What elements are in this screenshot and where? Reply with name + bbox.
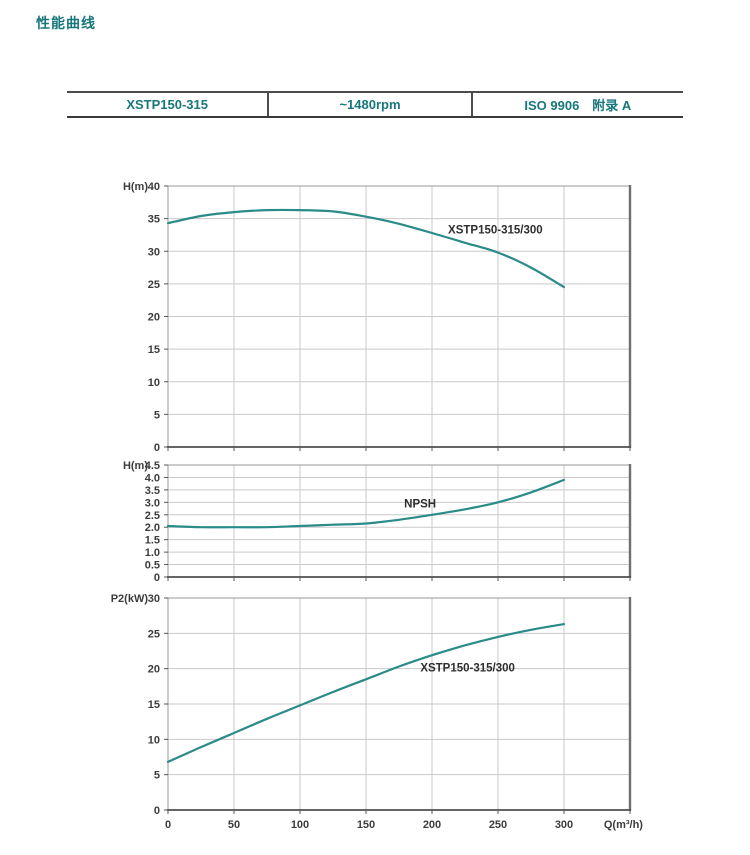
y-tick-label: 4.5	[145, 460, 160, 472]
y-tick-label: 0	[154, 442, 160, 454]
y-tick-label: 0	[154, 805, 160, 817]
spec-cell-model: XSTP150-315	[126, 97, 208, 112]
series-curve	[166, 623, 566, 763]
y-tick-label: 20	[148, 664, 160, 676]
curve-label: XSTP150-315/300	[420, 662, 515, 674]
x-tick-label: 100	[291, 819, 309, 831]
y-tick-label: 30	[148, 246, 160, 258]
y-tick-label: 3.0	[145, 497, 160, 509]
y-tick-label: 2.5	[145, 510, 160, 522]
x-axis-title: Q(m³/h)	[604, 819, 643, 831]
y-tick-label: 5	[154, 409, 160, 421]
y-tick-label: 40	[148, 181, 160, 193]
y-tick-label: 0	[154, 572, 160, 584]
y-tick-label: 25	[148, 279, 160, 291]
y-tick-label: 1.5	[145, 535, 160, 547]
y-tick-label: 10	[148, 377, 160, 389]
x-tick-label: 300	[555, 819, 573, 831]
curve-label: XSTP150-315/300	[448, 225, 543, 237]
spec-table: XSTP150-315 ~1480rpm ISO 9906 附录 A	[67, 91, 683, 118]
x-tick-label: 250	[489, 819, 507, 831]
x-tick-label: 150	[357, 819, 375, 831]
y-tick-label: 3.5	[145, 485, 160, 497]
y-tick-label: 15	[148, 699, 160, 711]
y-tick-label: 0.5	[145, 560, 160, 572]
spec-cell-speed: ~1480rpm	[267, 93, 473, 116]
page-title: 性能曲线	[36, 15, 96, 31]
curve-label: NPSH	[404, 499, 436, 511]
y-tick-label: 15	[148, 344, 160, 356]
npsh-curve-chart: 00.51.01.52.02.53.03.54.04.5H(m) NPSH	[123, 460, 632, 584]
head-curve-chart: 0 5 10 15 20 25 30 35 40H(m) XSTP150-315/300	[123, 181, 632, 454]
y-tick-label: 25	[148, 628, 160, 640]
series-curve	[166, 478, 566, 529]
y-tick-label: 30	[148, 593, 160, 605]
y-axis-title: H(m)	[123, 460, 148, 472]
x-tick-label: 200	[423, 819, 441, 831]
y-tick-label: 4.0	[145, 472, 160, 484]
y-tick-label: 1.0	[145, 547, 160, 559]
spec-cell-standard: ISO 9906 附录 A	[524, 98, 632, 113]
y-tick-label: 5	[154, 770, 160, 782]
y-axis-title: H(m)	[123, 181, 148, 193]
x-tick-label: 50	[228, 819, 240, 831]
y-tick-label: 10	[148, 734, 160, 746]
x-tick-label: 0	[165, 819, 171, 831]
y-axis-title: P2(kW)	[111, 593, 149, 605]
y-tick-label: 2.0	[145, 522, 160, 534]
y-tick-label: 35	[148, 214, 160, 226]
series-curve	[166, 208, 566, 289]
y-tick-label: 20	[148, 312, 160, 324]
